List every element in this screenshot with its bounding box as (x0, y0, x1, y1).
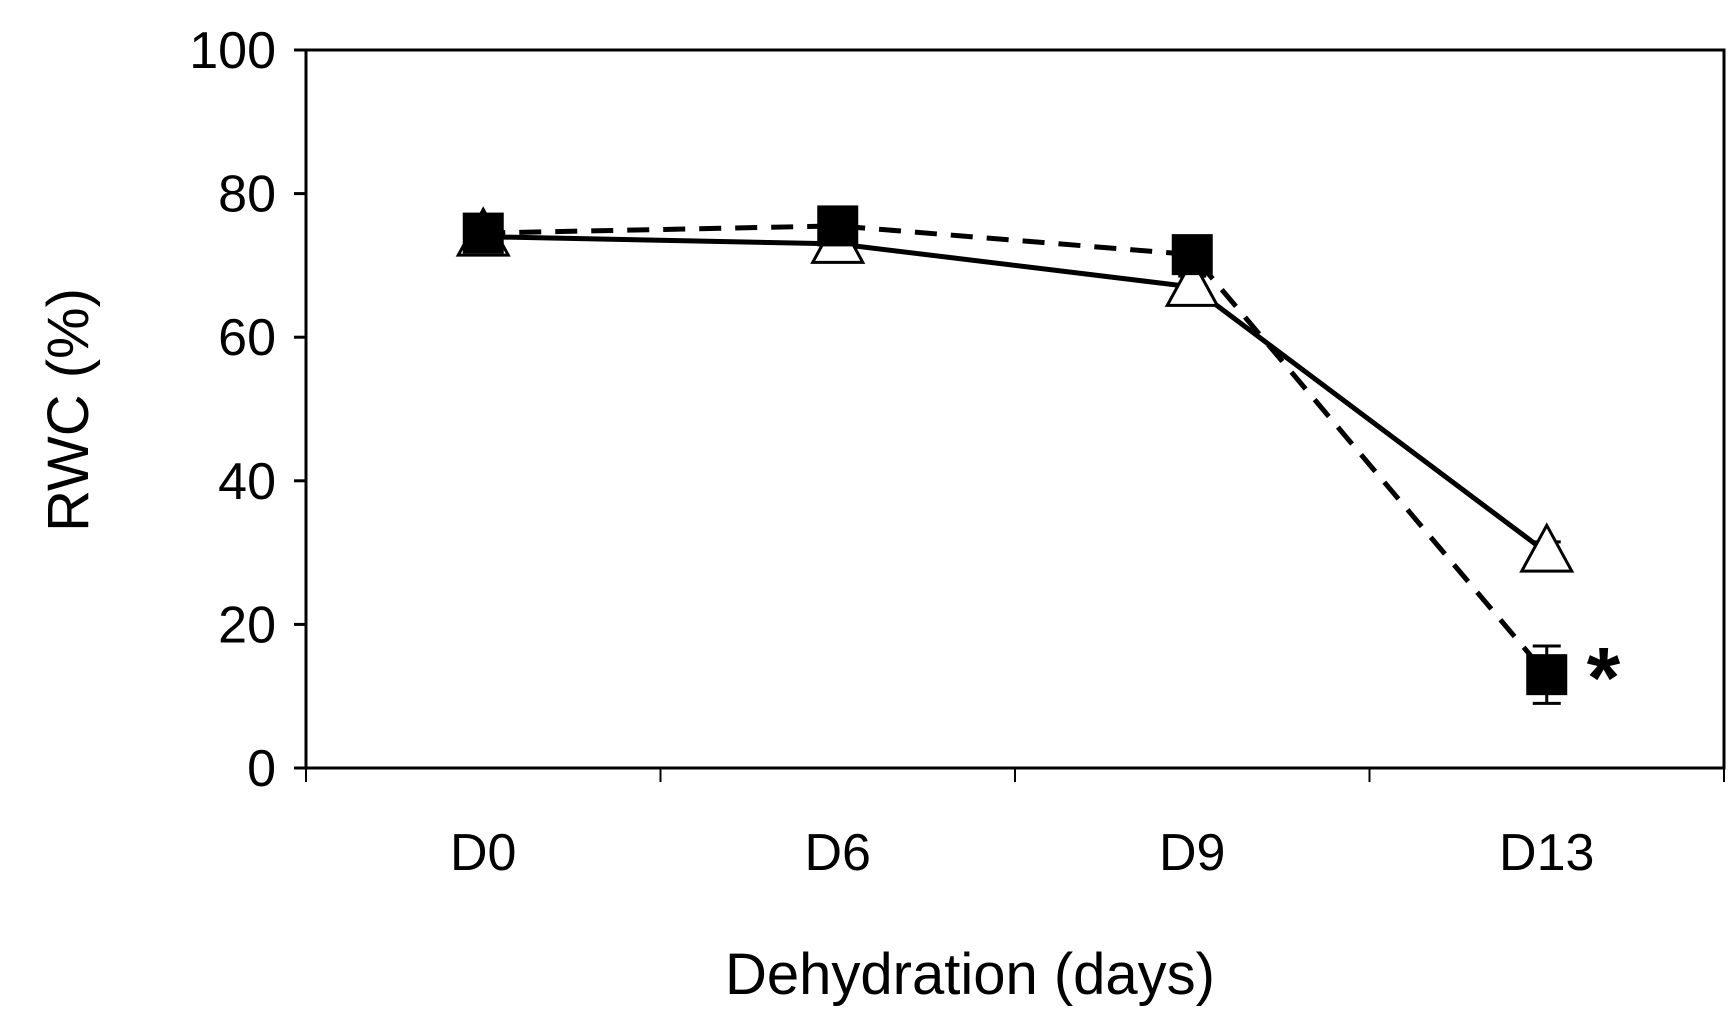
significance-asterisk: * (1587, 630, 1621, 726)
data-point-square (462, 212, 504, 254)
y-tick-label: 40 (218, 453, 276, 511)
series-layer (455, 205, 1575, 705)
y-tick-label: 60 (218, 309, 276, 367)
series-2 (462, 205, 1568, 705)
y-tick-label: 20 (218, 596, 276, 654)
data-point-triangle (1164, 256, 1220, 307)
x-axis: D0 D6 D9 D13 (305, 768, 1725, 882)
series-line (483, 234, 1549, 555)
x-tick-label: D0 (450, 824, 516, 882)
annotation-layer: * (1587, 630, 1621, 726)
y-tick-label: 80 (218, 166, 276, 224)
y-axis: 0 20 40 60 80 100 (189, 22, 306, 798)
x-tick-label: D6 (805, 824, 871, 882)
data-point-triangle (1519, 522, 1575, 573)
x-axis-title: Dehydration (days) (725, 942, 1215, 1007)
data-point-square (1526, 654, 1568, 696)
y-axis-title: RWC (%) (36, 288, 101, 532)
series-line (483, 223, 1549, 677)
y-tick-label: 0 (247, 740, 276, 798)
x-tick-label: D9 (1159, 824, 1225, 882)
data-point-square (1171, 234, 1213, 276)
plot-area-frame (304, 48, 1726, 770)
x-tick-label: D13 (1499, 824, 1594, 882)
data-point-square (817, 205, 859, 247)
y-tick-label: 100 (189, 22, 276, 80)
